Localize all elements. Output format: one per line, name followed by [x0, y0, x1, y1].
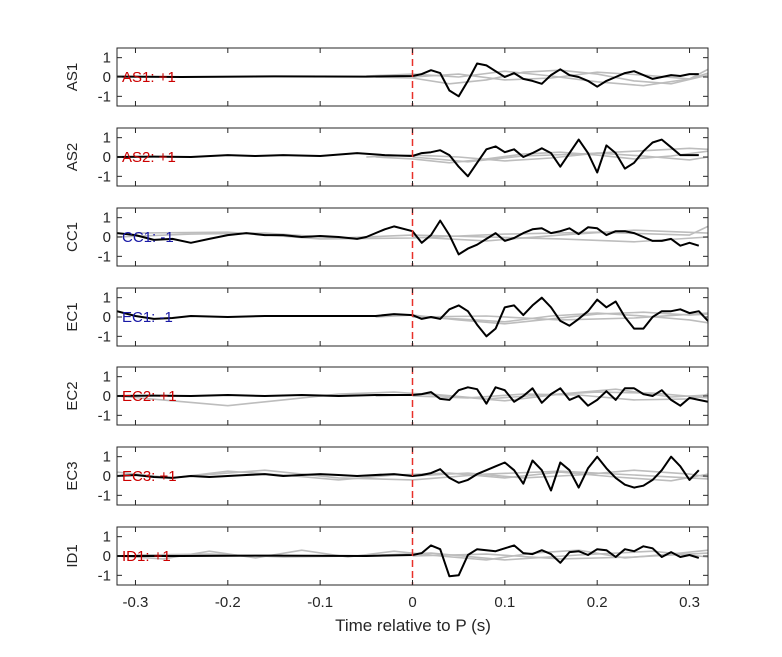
- panel-ec3: -1 0 1 EC3 EC3: +1: [64, 446, 709, 506]
- xtick-label: 0: [408, 594, 416, 611]
- panel-as1-ytick-label: -1: [98, 88, 111, 105]
- xtick-label: 0.1: [494, 594, 515, 611]
- panel-id1-ytick-label: 1: [103, 529, 111, 546]
- panel-ec1-plot-area: [117, 296, 708, 338]
- panel-ec1-ytick-label: 1: [103, 290, 111, 307]
- panel-cc1-plot-area: [117, 219, 708, 256]
- xtick-label: -0.2: [215, 594, 241, 611]
- panel-as2: -1 0 1 AS2 AS2: +1: [64, 127, 709, 187]
- panel-ec3-plot-area: [117, 455, 708, 492]
- panel-ec2-ylabel: EC2: [64, 381, 81, 410]
- panel-id1-ytick-label: -1: [98, 567, 111, 584]
- panel-ec1-ytick-label: -1: [98, 328, 111, 345]
- panel-ec3-ytick-label: -1: [98, 487, 111, 504]
- panel-cc1-ylabel: CC1: [64, 222, 81, 252]
- panel-id1-background-trace-3: [412, 552, 708, 560]
- panel-as1-background-trace-1: [375, 69, 708, 85]
- panel-ec1-ylabel: EC1: [64, 302, 81, 331]
- panel-cc1-main-trace: [117, 219, 700, 256]
- panel-ec3-background-trace-3: [412, 469, 708, 479]
- panel-ec1-background-trace-2: [412, 312, 708, 324]
- panel-cc1-ytick-label: -1: [98, 248, 111, 265]
- panel-as2-ylabel: AS2: [64, 143, 81, 171]
- panel-stack: -1 0 1 AS1 AS1: +1 -1 0 1 AS2 AS2: +1 -1 0 1 CC1 CC1: …: [64, 47, 709, 586]
- panel-as1-ylabel: AS1: [64, 63, 81, 91]
- panel-ec3-main-trace: [117, 455, 700, 492]
- panel-as1-ytick-label: 1: [103, 50, 111, 67]
- panel-id1-plot-area: [117, 544, 708, 578]
- panel-cc1-polarity-label: CC1: -1: [122, 229, 174, 246]
- panel-as2-ytick-label: 1: [103, 130, 111, 147]
- panel-ec2: -1 0 1 EC2 EC2: +1: [64, 366, 709, 426]
- panel-ec2-background-trace-3: [412, 393, 708, 401]
- panel-as1-polarity-label: AS1: +1: [122, 69, 176, 86]
- panel-as1: -1 0 1 AS1 AS1: +1: [64, 47, 709, 107]
- panel-as2-main-trace: [117, 138, 699, 178]
- panel-as2-plot-area: [117, 138, 708, 178]
- panel-as2-background-trace-3: [412, 147, 708, 163]
- panel-id1-polarity-label: ID1: +1: [122, 548, 171, 565]
- panel-ec2-ytick-label: -1: [98, 407, 111, 424]
- panel-ec3-polarity-label: EC3: +1: [122, 468, 177, 485]
- xtick-label: -0.1: [307, 594, 333, 611]
- panel-ec2-ytick-label: 1: [103, 369, 111, 386]
- panel-id1: -1 0 1 ID1 ID1: +1: [64, 526, 709, 586]
- panel-id1-ytick-label: 0: [103, 548, 111, 565]
- panel-as2-ytick-label: -1: [98, 168, 111, 185]
- panel-ec3-ytick-label: 1: [103, 449, 111, 466]
- panel-ec1-main-trace: [117, 296, 708, 338]
- x-axis: -0.3 -0.2 -0.1 0 0.1 0.2 0.3: [123, 594, 700, 611]
- panel-cc1-ytick-label: 1: [103, 210, 111, 227]
- panel-ec2-main-trace: [117, 386, 708, 407]
- xtick-label: 0.2: [587, 594, 608, 611]
- panel-ec2-polarity-label: EC2: +1: [122, 388, 177, 405]
- x-axis-label: Time relative to P (s): [335, 616, 491, 635]
- panel-ec2-plot-area: [117, 386, 708, 407]
- panel-as2-ytick-label: 0: [103, 149, 111, 166]
- panel-ec2-ytick-label: 0: [103, 388, 111, 405]
- panel-cc1: -1 0 1 CC1 CC1: -1: [64, 207, 709, 267]
- panel-as2-polarity-label: AS2: +1: [122, 149, 176, 166]
- panel-as1-plot-area: [117, 62, 708, 98]
- panel-as1-main-trace: [117, 62, 699, 98]
- panel-id1-main-trace: [117, 544, 700, 578]
- panel-id1-ylabel: ID1: [64, 544, 81, 567]
- panel-ec1: -1 0 1 EC1 EC1: -1: [64, 287, 709, 347]
- panel-ec1-polarity-label: EC1: -1: [122, 309, 173, 326]
- panel-ec1-ytick-label: 0: [103, 309, 111, 326]
- xtick-label: -0.3: [123, 594, 149, 611]
- panel-ec3-ylabel: EC3: [64, 461, 81, 490]
- panel-as2-background-trace-2: [366, 152, 708, 162]
- panel-ec3-ytick-label: 0: [103, 468, 111, 485]
- panel-cc1-ytick-label: 0: [103, 229, 111, 246]
- panel-cc1-background-trace-3: [412, 229, 708, 242]
- panel-as1-ytick-label: 0: [103, 69, 111, 86]
- xtick-label: 0.3: [679, 594, 700, 611]
